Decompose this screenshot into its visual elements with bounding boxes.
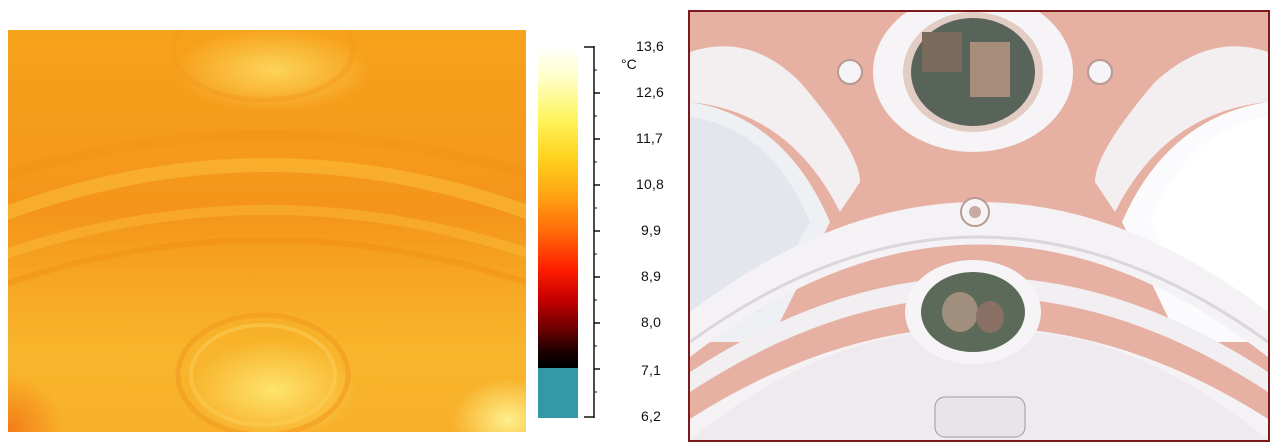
scale-label: 7,1 [641, 362, 662, 378]
below-range-color-swatch [538, 368, 578, 418]
thermal-arch-pattern [8, 30, 526, 432]
scale-unit: °C [621, 56, 637, 72]
scale-label-min: 6,2 [641, 408, 662, 424]
scale-label: 8,9 [641, 268, 662, 284]
scale-label: 9,9 [641, 222, 662, 238]
scale-label: 8,0 [641, 314, 662, 330]
scale-label: 11,7 [636, 130, 664, 146]
church-ceiling-illustration [690, 12, 1268, 440]
temperature-color-scale [538, 46, 578, 418]
scale-label: 10,8 [636, 176, 665, 192]
visible-light-photo [688, 10, 1270, 442]
scale-label: 12,6 [636, 84, 665, 100]
scale-label-max: 13,6 [636, 38, 665, 54]
scale-ticks [584, 46, 600, 418]
thermal-image [8, 30, 526, 432]
